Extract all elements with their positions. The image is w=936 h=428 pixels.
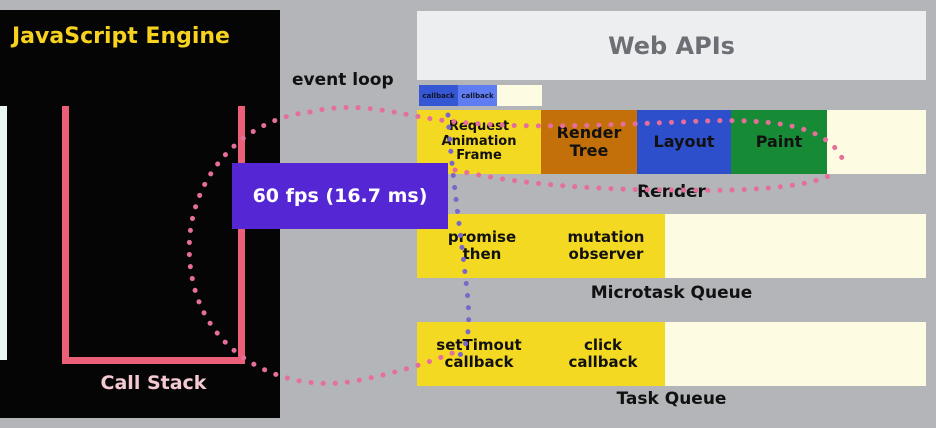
- paint-cell: Paint: [731, 110, 827, 174]
- web-api-callback-empty-slot: [497, 85, 542, 106]
- web-apis-header: Web APIs: [417, 11, 926, 80]
- javascript-engine-title: JavaScript Engine: [12, 24, 230, 49]
- fps-indicator: 60 fps (16.7 ms): [232, 163, 448, 229]
- microtask-queue-label: Microtask Queue: [590, 283, 753, 303]
- web-api-callback-1: callback: [419, 85, 458, 106]
- event-loop-label: event loop: [292, 70, 394, 90]
- call-stack-bottom: [62, 357, 245, 364]
- engine-side-strip: [0, 106, 7, 360]
- settimeout-callback-cell: setTimout callback: [417, 322, 541, 386]
- call-stack-left-wall: [62, 106, 69, 364]
- web-api-callback-2: callback: [458, 85, 497, 106]
- layout-cell: Layout: [637, 110, 731, 174]
- mutation-observer-cell: mutation observer: [547, 214, 665, 278]
- render-label: Render: [637, 182, 706, 202]
- click-callback-cell: click callback: [541, 322, 665, 386]
- call-stack-label: Call Stack: [100, 372, 207, 394]
- task-queue-label: Task Queue: [616, 389, 727, 409]
- call-stack-right-wall: [238, 106, 245, 364]
- render-tree-cell: Render Tree: [541, 110, 637, 174]
